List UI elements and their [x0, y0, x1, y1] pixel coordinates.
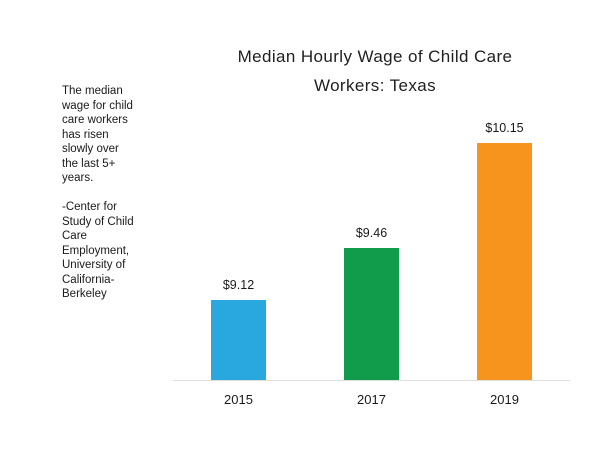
bar-2019	[477, 143, 532, 380]
bar-2017	[344, 248, 399, 380]
bar-value-label-2019: $10.15	[485, 121, 524, 135]
bar-value-label-2017: $9.46	[355, 226, 388, 240]
x-tick-2017: 2017	[357, 392, 386, 407]
bar-2015	[211, 300, 266, 380]
x-tick-2015: 2015	[224, 392, 253, 407]
annotation-note: The median wage for child care workers h…	[62, 85, 134, 300]
bar-value-label-2015: $9.12	[222, 278, 255, 292]
bar-column-2019: $10.15	[477, 121, 532, 380]
x-tick-2019: 2019	[490, 392, 519, 407]
bar-column-2015: $9.12	[211, 278, 266, 380]
x-axis-line	[173, 380, 570, 381]
bar-column-2017: $9.46	[344, 226, 399, 380]
chart-title: Median Hourly Wage of Child Care Workers…	[237, 47, 513, 95]
